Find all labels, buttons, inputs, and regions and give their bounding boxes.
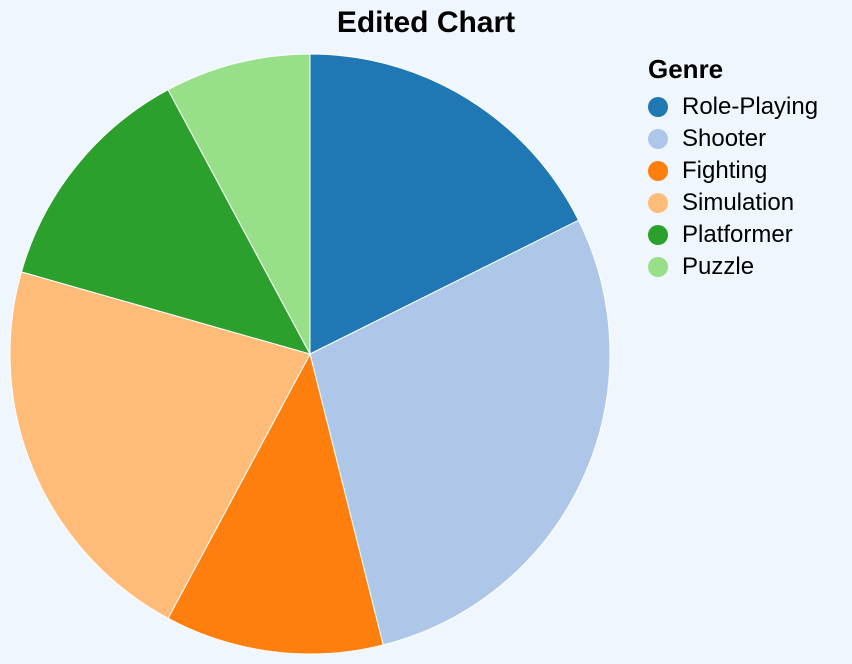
legend-item: Simulation [648, 187, 818, 219]
legend-swatch [648, 225, 668, 245]
legend-label: Platformer [682, 221, 793, 248]
legend-label: Role-Playing [682, 93, 819, 120]
pie-slice-shooter [309, 219, 611, 646]
legend-label: Puzzle [682, 253, 755, 280]
legend-swatch [648, 97, 668, 117]
legend-items: Role-Playing Shooter Fighting Simulation Pla… [648, 91, 818, 283]
legend-item: Puzzle [648, 251, 818, 283]
pie-slice-puzzle [167, 53, 311, 355]
pie-slice-fighting [167, 352, 384, 655]
legend-swatch [648, 193, 668, 213]
pie-slice-role-playing [309, 53, 580, 355]
pie-slice-simulation [9, 271, 311, 619]
legend-title: Genre [648, 54, 724, 84]
legend-label: Fighting [682, 157, 768, 184]
legend-item: Fighting [648, 155, 818, 187]
legend-item: Platformer [648, 219, 818, 251]
legend-item: Shooter [648, 123, 818, 155]
legend-swatch [648, 129, 668, 149]
legend-label: Simulation [682, 189, 795, 216]
legend-swatch [648, 257, 668, 277]
legend: Genre Role-Playing Shooter Fighting Simulat… [648, 54, 818, 283]
pie-slice-platformer [20, 89, 311, 355]
legend-label: Shooter [682, 125, 767, 152]
legend-swatch [648, 161, 668, 181]
chart-title: Edited Chart [336, 6, 516, 39]
legend-item: Role-Playing [648, 91, 818, 123]
